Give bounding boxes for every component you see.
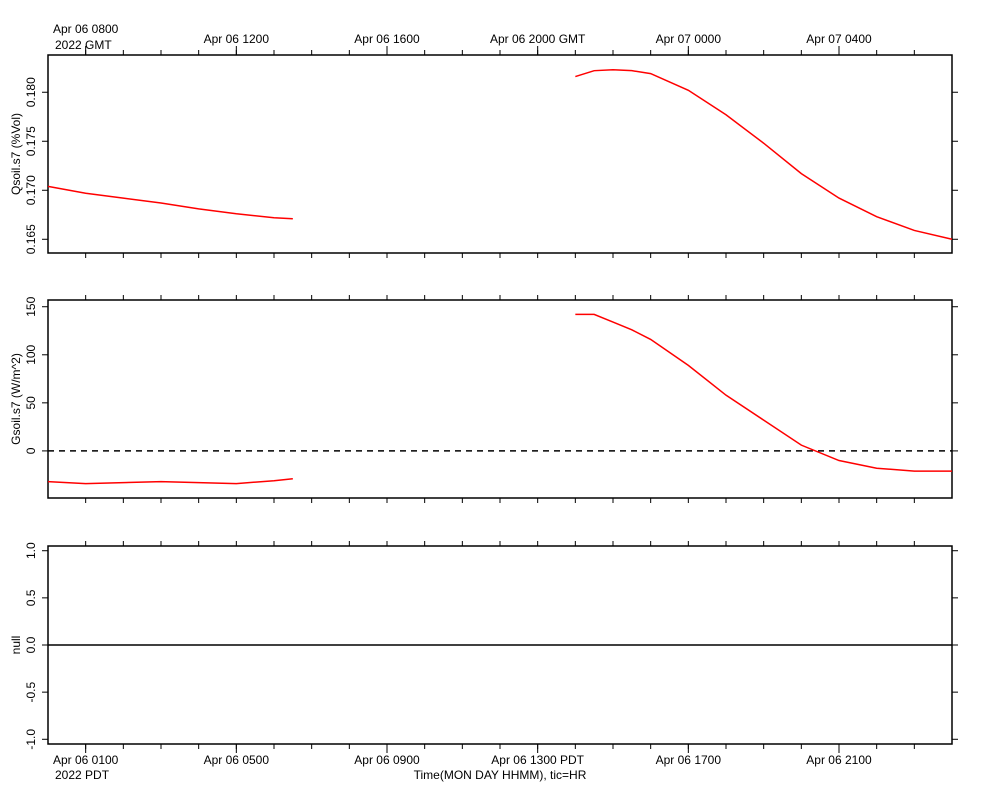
y-axis-label: null (9, 636, 23, 655)
y-tick-label: 1.0 (24, 542, 38, 559)
y-tick-label: 0.5 (24, 589, 38, 606)
data-line (47, 313, 952, 485)
y-tick-label: 0.165 (24, 224, 38, 254)
x-tick-label: Apr 06 1300 PDT (491, 753, 584, 767)
x-tick-label: Apr 07 0000 (656, 32, 722, 46)
x-tick-label: Apr 06 2000 GMT (490, 32, 586, 46)
x-tick-label: Apr 06 2100 (806, 753, 872, 767)
y-tick-label: 0.180 (24, 77, 38, 107)
x-tick-label: Apr 06 0500 (204, 753, 270, 767)
x-tick-label: Apr 06 0100 (53, 753, 119, 767)
y-tick-label: -1.0 (24, 729, 38, 750)
y-tick-label: 0.0 (24, 636, 38, 653)
y-tick-label: 100 (24, 344, 38, 364)
date-label: 2022 PDT (55, 768, 110, 782)
x-tick-label: Apr 06 1700 (656, 753, 722, 767)
y-axis-label: Gsoil.s7 (W/m^2) (9, 353, 23, 445)
y-tick-label: 0.170 (24, 175, 38, 205)
y-tick-label: 50 (24, 396, 38, 410)
panel-frame (47, 54, 953, 254)
y-tick-label: 0 (24, 447, 38, 454)
data-line (47, 68, 953, 241)
x-tick-label: Apr 06 1600 (354, 32, 420, 46)
x-tick-label: Apr 07 0400 (806, 32, 872, 46)
y-tick-label: -0.5 (24, 681, 38, 702)
x-tick-label: Apr 06 0900 (354, 753, 420, 767)
x-tick-label: Apr 06 1200 (204, 32, 270, 46)
date-label: 2022 GMT (55, 38, 112, 52)
x-tick-label: Apr 06 0800 (53, 22, 119, 36)
y-tick-label: 0.175 (24, 126, 38, 156)
y-axis-label: Qsoil.s7 (%Vol) (9, 113, 23, 195)
y-tick-label: 150 (24, 296, 38, 316)
x-axis-label: Time(MON DAY HHMM), tic=HR (414, 768, 587, 782)
panel-frame (47, 299, 953, 499)
